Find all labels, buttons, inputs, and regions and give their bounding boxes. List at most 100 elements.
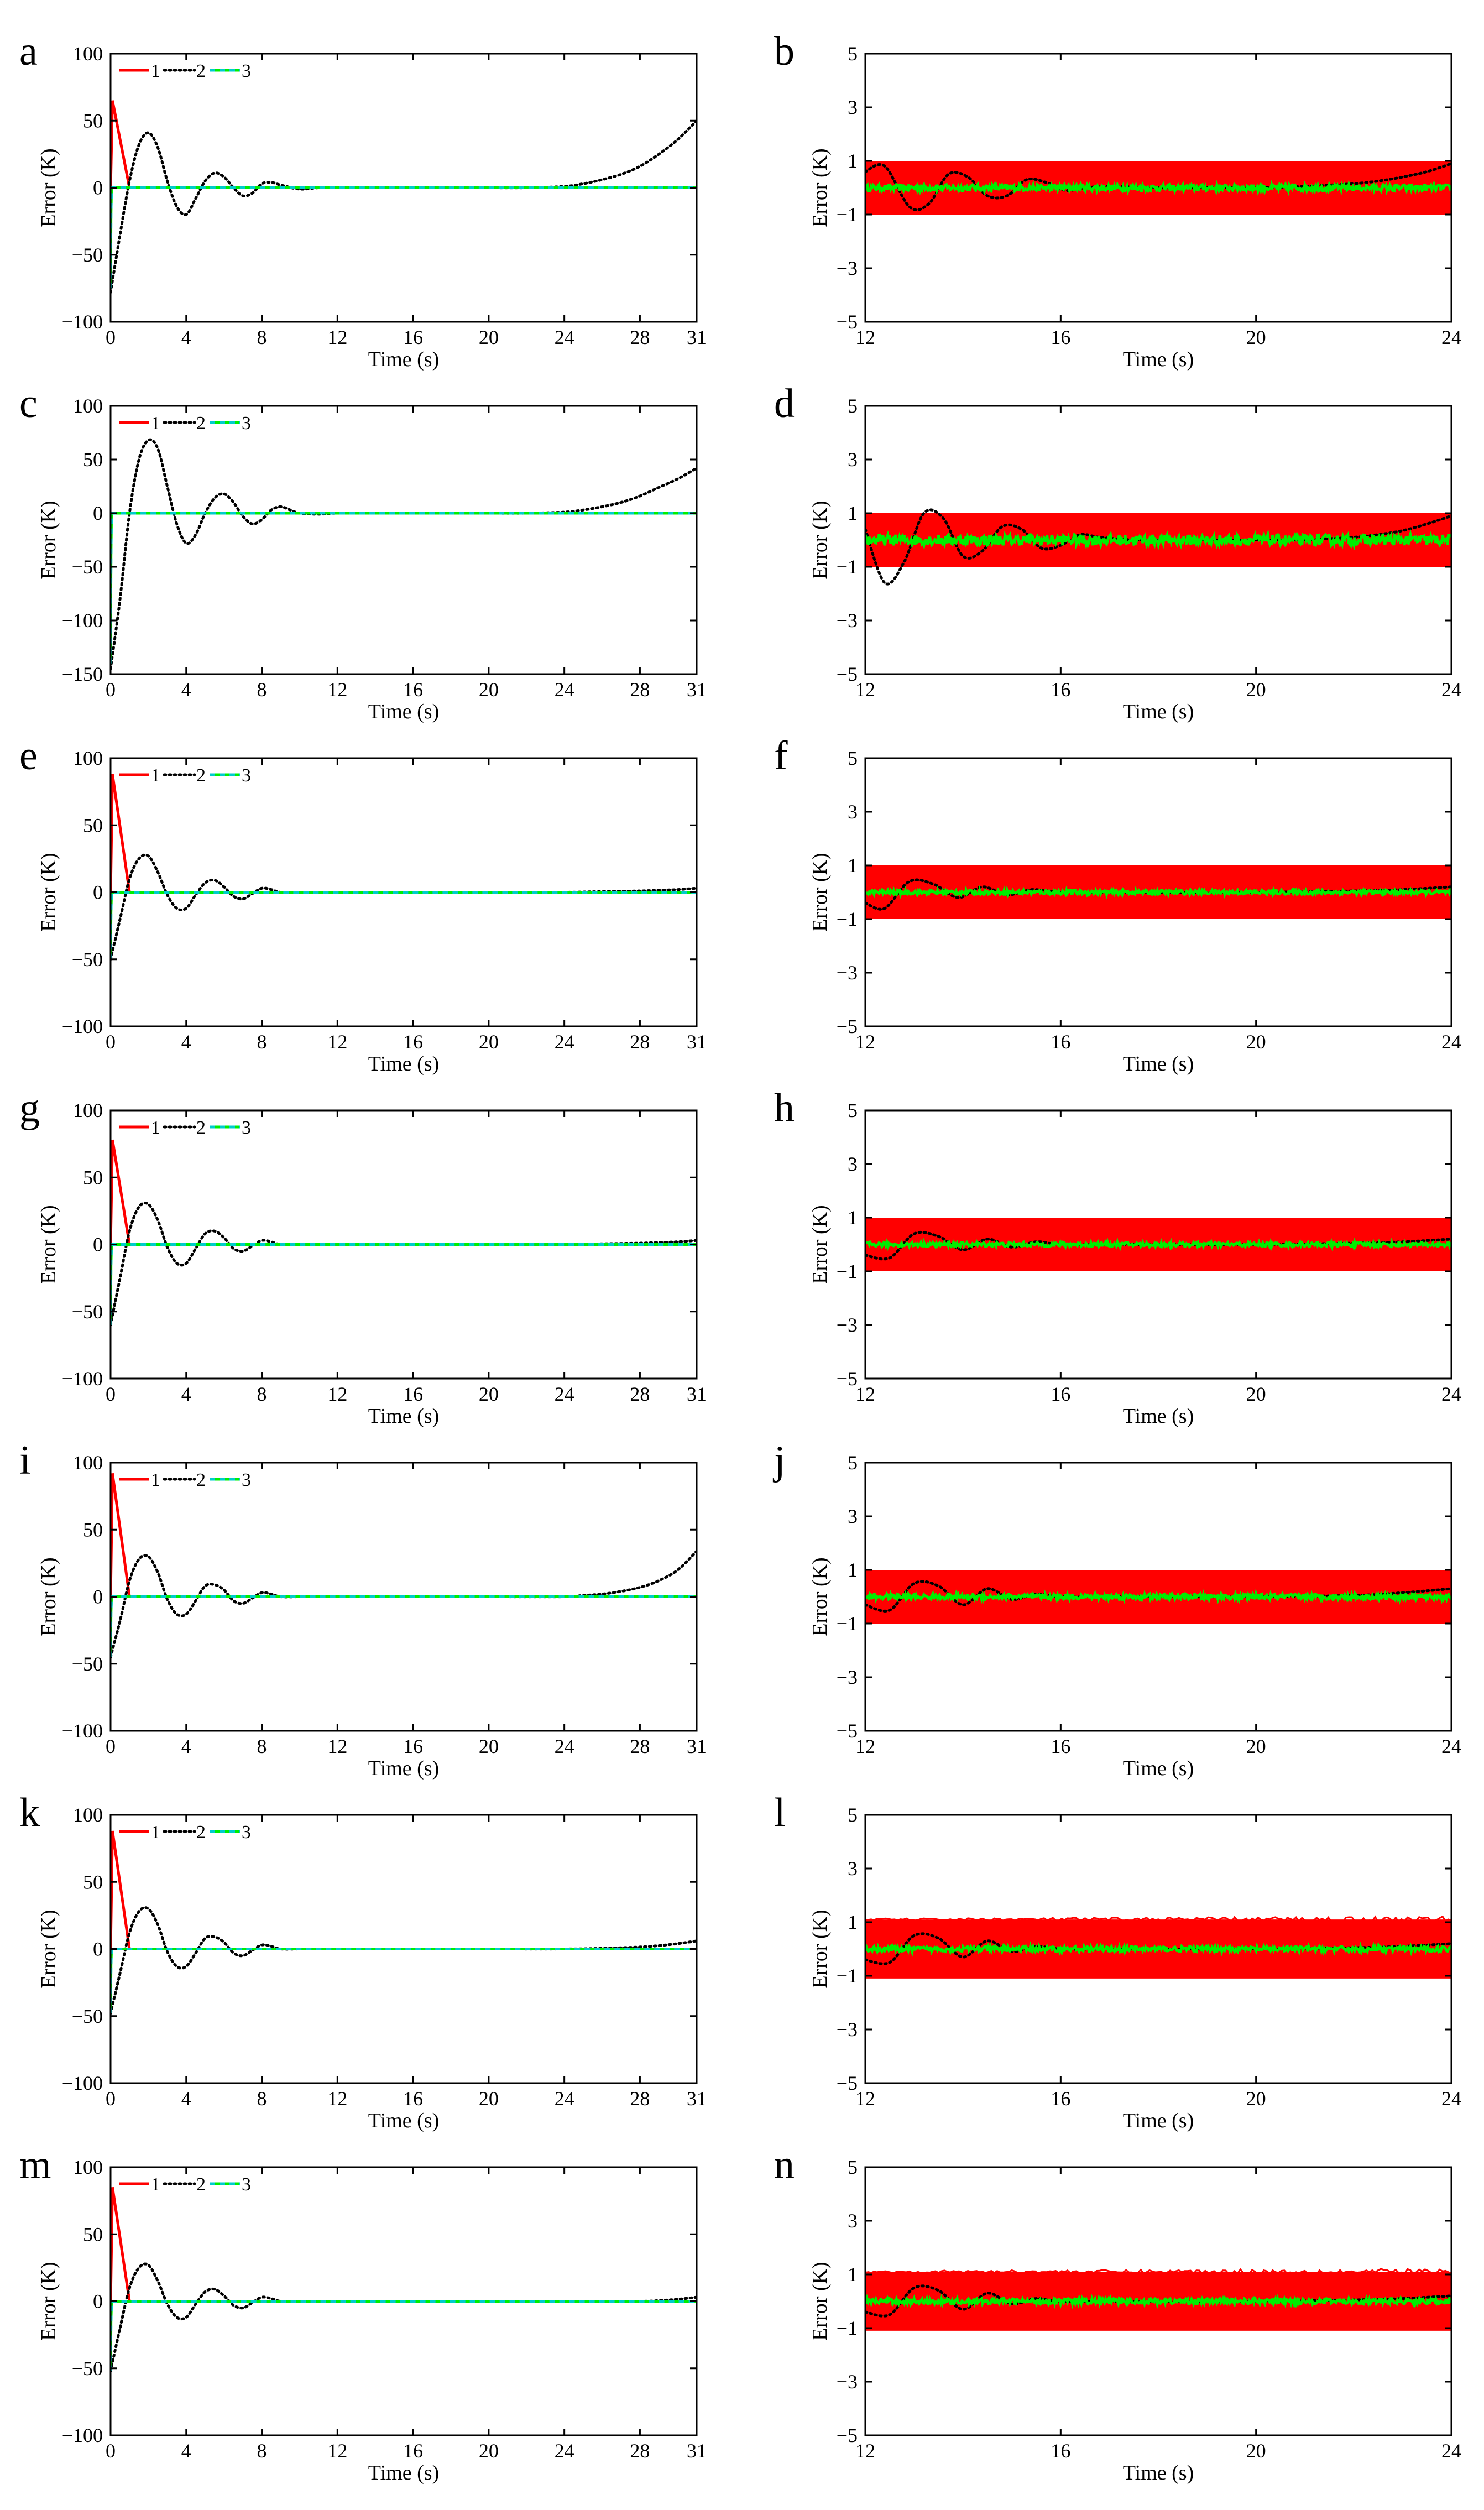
series-1-edge xyxy=(865,2268,1451,2276)
panel-label: i xyxy=(19,1438,31,1483)
x-tick-label: 12 xyxy=(855,1735,875,1757)
series-3-line xyxy=(865,2293,1451,2309)
plot-area xyxy=(865,1218,1451,1271)
y-tick-label: 3 xyxy=(848,2210,858,2232)
x-tick-label: 20 xyxy=(479,326,499,348)
x-tick-label: 31 xyxy=(687,2088,707,2110)
panel-label: k xyxy=(19,1790,40,1835)
y-tick-label: −3 xyxy=(837,2371,858,2393)
x-tick-label: 24 xyxy=(1441,2088,1461,2110)
x-axis-label: Time (s) xyxy=(368,2461,439,2485)
x-tick-label: 31 xyxy=(687,1383,707,1405)
y-tick-label: −50 xyxy=(72,2357,103,2379)
y-tick-label: −5 xyxy=(837,2424,858,2446)
y-tick-label: 1 xyxy=(848,1911,858,1933)
x-tick-label: 8 xyxy=(257,1031,267,1053)
x-tick-label: 20 xyxy=(1246,2440,1266,2462)
y-axis-label: Error (K) xyxy=(808,148,832,227)
y-tick-label: 50 xyxy=(83,109,103,132)
x-tick-label: 8 xyxy=(257,1383,267,1405)
y-tick-label: −50 xyxy=(72,1653,103,1675)
x-axis-label: Time (s) xyxy=(368,700,439,723)
y-tick-label: 0 xyxy=(93,1938,103,1960)
x-tick-label: 0 xyxy=(106,2088,116,2110)
series-3-line xyxy=(865,529,1451,551)
series-3-dash xyxy=(111,2300,697,2371)
y-tick-label: 1 xyxy=(848,2263,858,2285)
y-tick-label: 100 xyxy=(73,43,103,65)
x-tick-label: 28 xyxy=(630,1735,650,1757)
y-tick-label: 100 xyxy=(73,2156,103,2178)
x-tick-label: 4 xyxy=(181,2088,191,2110)
series-2-line xyxy=(111,1201,697,1327)
plot-area xyxy=(111,1830,697,2015)
legend-label-2: 2 xyxy=(196,1822,206,1843)
x-tick-label: 0 xyxy=(106,1735,116,1757)
legend-label-3: 3 xyxy=(242,765,251,786)
x-tick-label: 24 xyxy=(555,1735,574,1757)
x-tick-label: 8 xyxy=(257,1735,267,1757)
y-tick-label: −100 xyxy=(62,2424,103,2446)
y-axis-label: Error (K) xyxy=(37,1909,60,1988)
x-axis-label: Time (s) xyxy=(1123,1405,1194,1428)
x-tick-label: 20 xyxy=(1246,1031,1266,1053)
x-tick-label: 8 xyxy=(257,679,267,701)
y-tick-label: 50 xyxy=(83,1518,103,1541)
chart-panel-j: j 12 16 20 24 5 3 1 −1 −3 −5 Time (s) Error (K) xyxy=(772,1438,1461,1780)
y-axis-label: Error (K) xyxy=(808,1557,832,1636)
series-3-dash xyxy=(111,1595,697,1657)
x-tick-label: 16 xyxy=(1051,1735,1070,1757)
axes-box xyxy=(864,1814,1452,2084)
panel-label: g xyxy=(19,1086,40,1131)
panel-label: a xyxy=(19,29,38,74)
series-3-dash xyxy=(111,891,697,959)
x-tick-label: 24 xyxy=(1441,679,1461,701)
x-tick-label: 24 xyxy=(555,1031,574,1053)
y-tick-label: −3 xyxy=(837,609,858,632)
legend-label-2: 2 xyxy=(196,765,206,786)
x-axis-label: Time (s) xyxy=(368,1405,439,1428)
panel-label: d xyxy=(774,381,795,426)
y-tick-label: −100 xyxy=(62,311,103,333)
y-tick-label: −3 xyxy=(837,2018,858,2041)
chart-panel-h: h 12 16 20 24 5 3 1 −1 −3 −5 Time (s) Error (K) xyxy=(774,1086,1461,1428)
y-tick-label: 50 xyxy=(83,2223,103,2245)
legend: 1 2 3 xyxy=(119,413,251,434)
x-tick-label: 24 xyxy=(555,2440,574,2462)
legend-label-3: 3 xyxy=(242,413,251,434)
legend-label-2: 2 xyxy=(196,413,206,434)
y-tick-label: 3 xyxy=(848,1153,858,1175)
y-tick-label: −5 xyxy=(837,311,858,333)
series-3-line xyxy=(111,186,697,289)
x-tick-label: 4 xyxy=(181,679,191,701)
y-tick-label: −100 xyxy=(62,609,103,632)
y-tick-label: −100 xyxy=(62,1015,103,1037)
x-tick-label: 16 xyxy=(403,1031,423,1053)
x-tick-label: 20 xyxy=(479,2440,499,2462)
legend-label-2: 2 xyxy=(196,1470,206,1490)
legend: 1 2 3 xyxy=(119,1822,251,1843)
series-3-line xyxy=(865,179,1451,196)
x-tick-label: 31 xyxy=(687,1735,707,1757)
y-tick-label: 0 xyxy=(93,502,103,524)
y-axis-label: Error (K) xyxy=(808,500,832,579)
x-tick-label: 12 xyxy=(855,1383,875,1405)
x-tick-label: 31 xyxy=(687,1031,707,1053)
y-tick-label: 0 xyxy=(93,1586,103,1608)
series-1-line xyxy=(111,1473,697,1598)
panel-label: l xyxy=(774,1790,786,1835)
x-axis-label: Time (s) xyxy=(368,1052,439,1076)
y-tick-label: 5 xyxy=(848,1452,858,1474)
x-tick-label: 12 xyxy=(327,1031,347,1053)
x-tick-label: 16 xyxy=(403,1383,423,1405)
x-tick-label: 24 xyxy=(555,326,574,348)
plot-area xyxy=(865,1570,1451,1624)
y-tick-label: −100 xyxy=(62,1368,103,1390)
x-tick-label: 8 xyxy=(257,2088,267,2110)
chart-panel-f: f 12 16 20 24 5 3 1 −1 −3 −5 Time (s) Error (K) xyxy=(774,733,1461,1076)
legend-label-1: 1 xyxy=(151,1822,160,1843)
series-3-dash xyxy=(111,1948,697,2013)
y-tick-label: 100 xyxy=(73,747,103,769)
